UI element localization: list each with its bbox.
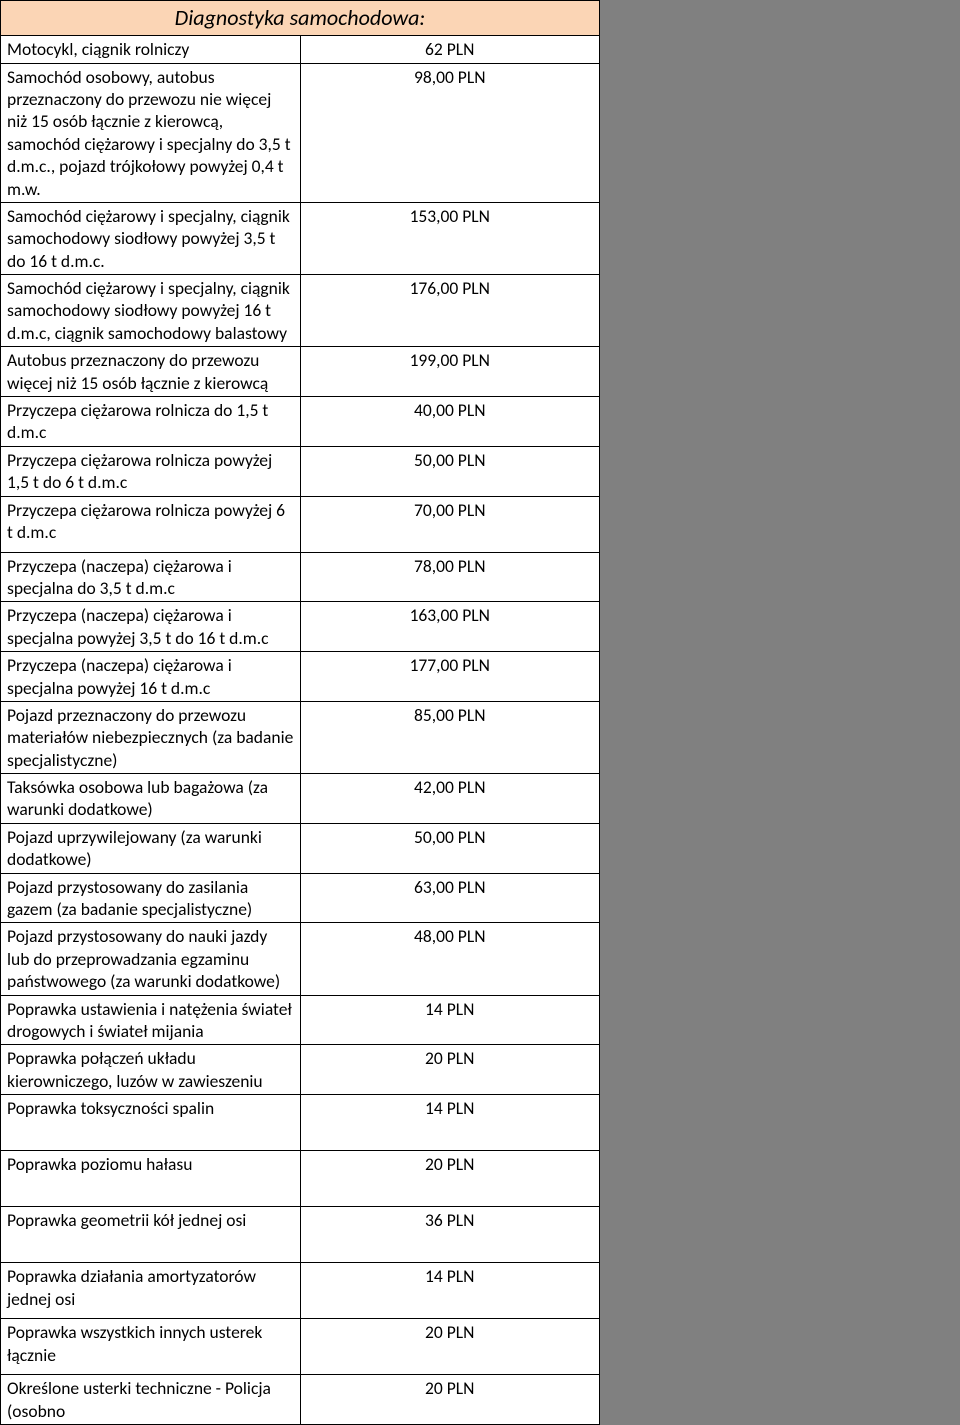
table-row: Przyczepa ciężarowa rolnicza do 1,5 t d.… bbox=[1, 397, 600, 447]
desc-cell: Taksówka osobowa lub bagażowa (za warunk… bbox=[1, 774, 301, 824]
price-cell: 63,00 PLN bbox=[300, 873, 600, 923]
table-row: Motocykl, ciągnik rolniczy62 PLN bbox=[1, 36, 600, 63]
price-cell: 48,00 PLN bbox=[300, 923, 600, 995]
table-row: Przyczepa ciężarowa rolnicza powyżej 1,5… bbox=[1, 446, 600, 496]
price-cell: 85,00 PLN bbox=[300, 701, 600, 773]
price-cell: 20 PLN bbox=[300, 1045, 600, 1095]
price-cell: 20 PLN bbox=[300, 1375, 600, 1425]
price-cell: 50,00 PLN bbox=[300, 446, 600, 496]
price-cell: 176,00 PLN bbox=[300, 275, 600, 347]
price-table: Diagnostyka samochodowa: Motocykl, ciągn… bbox=[0, 0, 600, 1425]
price-sheet: Diagnostyka samochodowa: Motocykl, ciągn… bbox=[0, 0, 600, 1425]
desc-cell: Przyczepa (naczepa) ciężarowa i specjaln… bbox=[1, 602, 301, 652]
page: Diagnostyka samochodowa: Motocykl, ciągn… bbox=[0, 0, 960, 1425]
desc-cell: Motocykl, ciągnik rolniczy bbox=[1, 36, 301, 63]
table-row: Poprawka toksyczności spalin14 PLN bbox=[1, 1095, 600, 1151]
table-row: Autobus przeznaczony do przewozu więcej … bbox=[1, 347, 600, 397]
desc-cell: Poprawka ustawienia i natężenia świateł … bbox=[1, 995, 301, 1045]
table-row: Pojazd uprzywilejowany (za warunki dodat… bbox=[1, 823, 600, 873]
desc-cell: Poprawka poziomu hałasu bbox=[1, 1151, 301, 1207]
price-cell: 36 PLN bbox=[300, 1207, 600, 1263]
table-row: Samochód ciężarowy i specjalny, ciągnik … bbox=[1, 275, 600, 347]
desc-cell: Przyczepa ciężarowa rolnicza powyżej 6 t… bbox=[1, 496, 301, 552]
table-row: Określone usterki techniczne - Policja (… bbox=[1, 1375, 600, 1425]
desc-cell: Przyczepa ciężarowa rolnicza do 1,5 t d.… bbox=[1, 397, 301, 447]
table-row: Samochód osobowy, autobus przeznaczony d… bbox=[1, 63, 600, 202]
desc-cell: Poprawka geometrii kół jednej osi bbox=[1, 1207, 301, 1263]
desc-cell: Pojazd uprzywilejowany (za warunki dodat… bbox=[1, 823, 301, 873]
price-cell: 163,00 PLN bbox=[300, 602, 600, 652]
title-row: Diagnostyka samochodowa: bbox=[1, 1, 600, 36]
price-cell: 14 PLN bbox=[300, 995, 600, 1045]
price-cell: 177,00 PLN bbox=[300, 652, 600, 702]
desc-cell: Przyczepa ciężarowa rolnicza powyżej 1,5… bbox=[1, 446, 301, 496]
desc-cell: Samochód ciężarowy i specjalny, ciągnik … bbox=[1, 275, 301, 347]
table-row: Samochód ciężarowy i specjalny, ciągnik … bbox=[1, 202, 600, 274]
price-cell: 199,00 PLN bbox=[300, 347, 600, 397]
price-cell: 50,00 PLN bbox=[300, 823, 600, 873]
desc-cell: Autobus przeznaczony do przewozu więcej … bbox=[1, 347, 301, 397]
desc-cell: Przyczepa (naczepa) ciężarowa i specjaln… bbox=[1, 652, 301, 702]
table-row: Przyczepa ciężarowa rolnicza powyżej 6 t… bbox=[1, 496, 600, 552]
table-row: Pojazd przystosowany do nauki jazdy lub … bbox=[1, 923, 600, 995]
price-cell: 153,00 PLN bbox=[300, 202, 600, 274]
table-row: Poprawka ustawienia i natężenia świateł … bbox=[1, 995, 600, 1045]
price-cell: 78,00 PLN bbox=[300, 552, 600, 602]
desc-cell: Pojazd przystosowany do zasilania gazem … bbox=[1, 873, 301, 923]
desc-cell: Pojazd przystosowany do nauki jazdy lub … bbox=[1, 923, 301, 995]
desc-cell: Samochód osobowy, autobus przeznaczony d… bbox=[1, 63, 301, 202]
table-row: Pojazd przeznaczony do przewozu materiał… bbox=[1, 701, 600, 773]
table-row: Pojazd przystosowany do zasilania gazem … bbox=[1, 873, 600, 923]
desc-cell: Poprawka toksyczności spalin bbox=[1, 1095, 301, 1151]
desc-cell: Przyczepa (naczepa) ciężarowa i specjaln… bbox=[1, 552, 301, 602]
table-row: Przyczepa (naczepa) ciężarowa i specjaln… bbox=[1, 652, 600, 702]
price-cell: 62 PLN bbox=[300, 36, 600, 63]
desc-cell: Pojazd przeznaczony do przewozu materiał… bbox=[1, 701, 301, 773]
price-cell: 40,00 PLN bbox=[300, 397, 600, 447]
table-row: Przyczepa (naczepa) ciężarowa i specjaln… bbox=[1, 602, 600, 652]
price-cell: 70,00 PLN bbox=[300, 496, 600, 552]
table-row: Przyczepa (naczepa) ciężarowa i specjaln… bbox=[1, 552, 600, 602]
table-row: Poprawka działania amortyzatorów jednej … bbox=[1, 1263, 600, 1319]
desc-cell: Poprawka wszystkich innych usterek łączn… bbox=[1, 1319, 301, 1375]
table-row: Taksówka osobowa lub bagażowa (za warunk… bbox=[1, 774, 600, 824]
price-cell: 14 PLN bbox=[300, 1095, 600, 1151]
desc-cell: Samochód ciężarowy i specjalny, ciągnik … bbox=[1, 202, 301, 274]
price-cell: 98,00 PLN bbox=[300, 63, 600, 202]
price-cell: 42,00 PLN bbox=[300, 774, 600, 824]
price-cell: 20 PLN bbox=[300, 1319, 600, 1375]
desc-cell: Poprawka połączeń układu kierowniczego, … bbox=[1, 1045, 301, 1095]
table-row: Poprawka poziomu hałasu20 PLN bbox=[1, 1151, 600, 1207]
table-title: Diagnostyka samochodowa: bbox=[1, 1, 600, 36]
price-cell: 20 PLN bbox=[300, 1151, 600, 1207]
table-row: Poprawka geometrii kół jednej osi36 PLN bbox=[1, 1207, 600, 1263]
table-row: Poprawka wszystkich innych usterek łączn… bbox=[1, 1319, 600, 1375]
desc-cell: Poprawka działania amortyzatorów jednej … bbox=[1, 1263, 301, 1319]
table-row: Poprawka połączeń układu kierowniczego, … bbox=[1, 1045, 600, 1095]
price-cell: 14 PLN bbox=[300, 1263, 600, 1319]
desc-cell: Określone usterki techniczne - Policja (… bbox=[1, 1375, 301, 1425]
